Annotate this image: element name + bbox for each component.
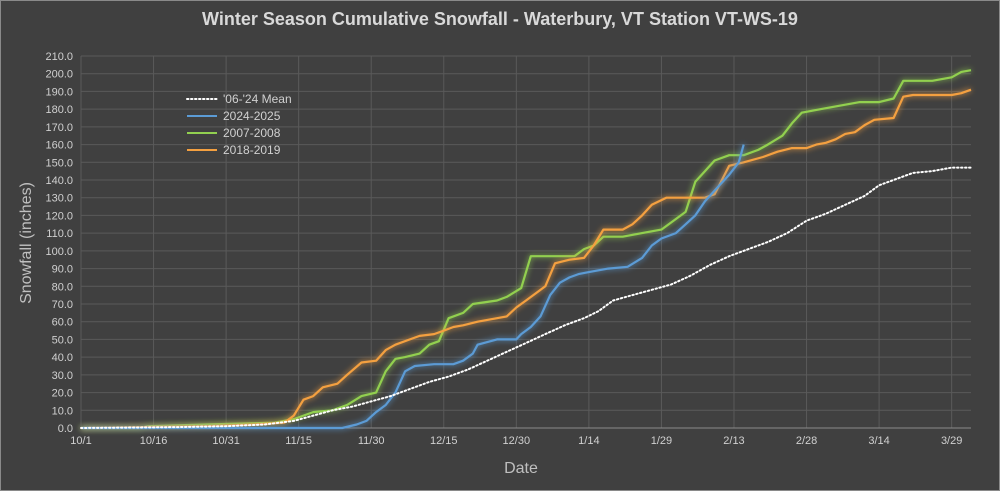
series-line-1 xyxy=(81,144,745,430)
y-tick-label: 130.0 xyxy=(45,193,73,205)
y-tick-label: 60.0 xyxy=(52,317,73,329)
y-tick-label: 120.0 xyxy=(45,210,73,222)
x-tick-label: 12/30 xyxy=(503,435,531,447)
x-tick-label: 3/29 xyxy=(941,435,962,447)
x-tick-label: 1/29 xyxy=(651,435,672,447)
gridlines xyxy=(80,55,971,429)
x-tick-label: 2/28 xyxy=(796,435,817,447)
legend-label: 2018-2019 xyxy=(223,143,281,157)
legend: '06-'24 Mean 2024-2025 2007-2008 2018-2019 xyxy=(186,92,292,157)
chart-title: Winter Season Cumulative Snowfall - Wate… xyxy=(202,9,798,29)
tick-labels: 0.0 10.0 20.0 30.0 40.0 50.0 60.0 70.0 80.0 90.0 1… xyxy=(45,51,962,447)
y-tick-label: 40.0 xyxy=(52,352,73,364)
y-tick-label: 140.0 xyxy=(45,175,73,187)
x-tick-label: 10/1 xyxy=(70,435,91,447)
y-tick-label: 210.0 xyxy=(45,51,73,63)
y-tick-label: 30.0 xyxy=(52,370,73,382)
series-line-3 xyxy=(80,88,972,430)
series-line-0 xyxy=(80,166,972,429)
y-tick-label: 160.0 xyxy=(45,140,73,152)
y-tick-label: 10.0 xyxy=(52,405,73,417)
y-tick-label: 110.0 xyxy=(46,228,73,240)
series-line-2 xyxy=(81,69,972,430)
y-tick-label: 190.0 xyxy=(45,86,73,98)
legend-label: '06-'24 Mean xyxy=(223,92,292,106)
y-tick-label: 170.0 xyxy=(45,122,73,134)
x-tick-label: 11/15 xyxy=(285,435,312,447)
y-tick-label: 70.0 xyxy=(52,299,73,311)
y-tick-label: 20.0 xyxy=(52,388,73,400)
y-tick-label: 50.0 xyxy=(52,334,73,346)
legend-label: 2024-2025 xyxy=(223,109,281,123)
x-tick-label: 2/13 xyxy=(723,435,744,447)
legend-label: 2007-2008 xyxy=(223,126,281,140)
y-tick-label: 100.0 xyxy=(45,246,73,258)
x-tick-label: 11/30 xyxy=(358,435,385,447)
y-tick-label: 150.0 xyxy=(45,157,73,169)
y-tick-label: 90.0 xyxy=(52,264,73,276)
x-tick-label: 10/31 xyxy=(212,435,240,447)
x-tick-label: 3/14 xyxy=(868,435,889,447)
y-axis-title: Snowfall (inches) xyxy=(18,182,35,304)
y-tick-label: 0.0 xyxy=(58,423,73,435)
y-tick-label: 80.0 xyxy=(52,281,73,293)
x-tick-label: 1/14 xyxy=(578,435,599,447)
x-axis-title: Date xyxy=(504,460,538,477)
y-tick-label: 200.0 xyxy=(45,69,73,81)
series-lines xyxy=(80,69,972,430)
y-tick-label: 180.0 xyxy=(45,104,73,116)
x-tick-label: 10/16 xyxy=(140,435,168,447)
x-tick-label: 12/15 xyxy=(430,435,458,447)
